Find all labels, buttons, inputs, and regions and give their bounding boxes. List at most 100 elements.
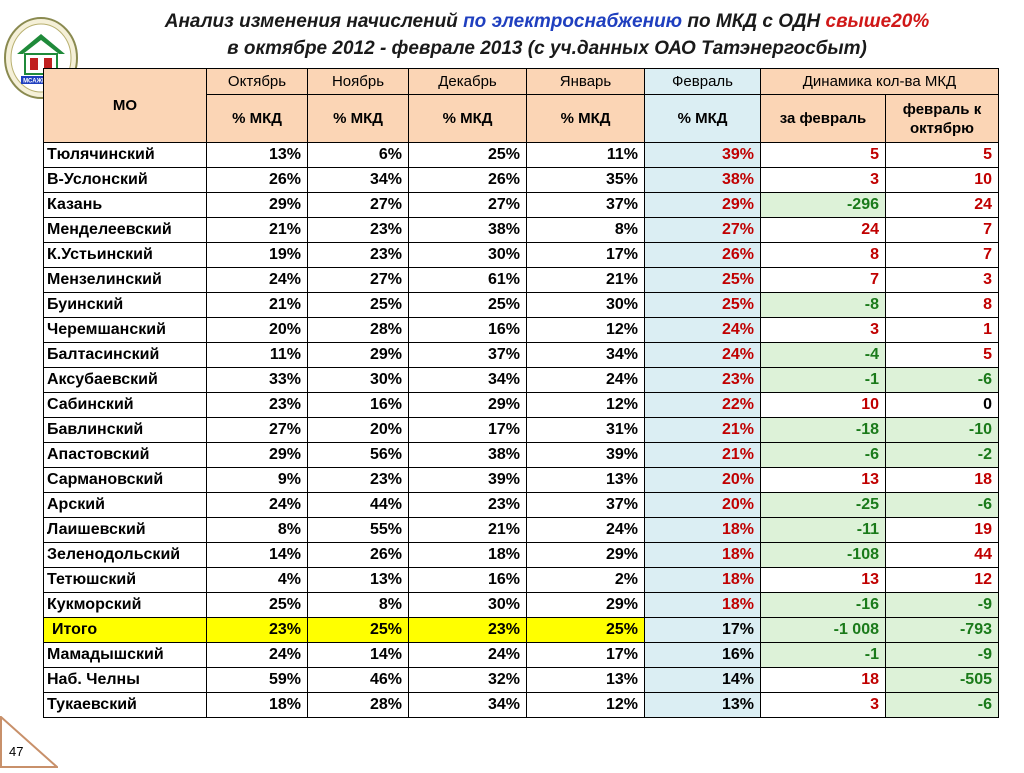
cell-percent: 38% [408,217,527,243]
table-row: Аксубаевский 33% 30% 34% 24% 23% -1 -6 [43,367,999,393]
table-row: Сабинский 23% 16% 29% 12% 22% 10 0 [43,392,999,418]
cell-february: 13% [644,692,761,718]
cell-percent: 25% [206,592,308,618]
cell-dyn-octfeb: 19 [885,517,999,543]
cell-percent: 14% [307,642,409,668]
cell-dyn-feb: -16 [760,592,886,618]
cell-dyn-octfeb: 44 [885,542,999,568]
cell-february: 27% [644,217,761,243]
cell-february: 21% [644,442,761,468]
cell-percent: 24% [526,517,645,543]
cell-percent: 23% [206,617,308,643]
cell-percent: 28% [307,692,409,718]
cell-percent: 30% [307,367,409,393]
cell-dyn-feb: 3 [760,692,886,718]
cell-percent: 9% [206,467,308,493]
row-name: Аксубаевский [43,367,207,393]
cell-percent: 23% [307,467,409,493]
row-name: Сармановский [43,467,207,493]
cell-percent: 31% [526,417,645,443]
cell-percent: 29% [206,192,308,218]
page-title: Анализ изменения начислений по электросн… [70,8,1024,62]
table-row: Буинский 21% 25% 25% 30% 25% -8 8 [43,292,999,318]
cell-february: 18% [644,542,761,568]
cell-percent: 12% [526,392,645,418]
cell-percent: 34% [526,342,645,368]
table-row: Мамадышский 24% 14% 24% 17% 16% -1 -9 [43,642,999,668]
subheader: % МКД [526,94,645,143]
cell-dyn-feb: -296 [760,192,886,218]
title-part1: Анализ изменения начислений [164,11,464,32]
cell-percent: 29% [526,592,645,618]
table-row: Наб. Челны 59% 46% 32% 13% 14% 18 -505 [43,667,999,693]
cell-percent: 23% [307,217,409,243]
cell-percent: 39% [408,467,527,493]
header-dyn-octfeb: февраль к октябрю [885,94,999,143]
cell-percent: 21% [206,217,308,243]
title-part3: по МКД с ОДН [682,11,826,32]
row-name: К.Устьинский [43,242,207,268]
cell-percent: 26% [206,167,308,193]
row-name: Буинский [43,292,207,318]
total-row: Итого 23% 25% 23% 25% 17% -1 008 -793 [43,617,999,643]
row-name: Апастовский [43,442,207,468]
cell-percent: 19% [206,242,308,268]
cell-percent: 23% [206,392,308,418]
cell-february: 29% [644,192,761,218]
cell-february: 25% [644,267,761,293]
cell-february: 20% [644,492,761,518]
cell-percent: 27% [206,417,308,443]
cell-percent: 12% [526,692,645,718]
cell-percent: 21% [206,292,308,318]
row-name: Арский [43,492,207,518]
cell-dyn-octfeb: -2 [885,442,999,468]
cell-february: 21% [644,417,761,443]
cell-percent: 8% [206,517,308,543]
cell-february: 26% [644,242,761,268]
cell-dyn-octfeb: 7 [885,242,999,268]
cell-february: 16% [644,642,761,668]
cell-percent: 2% [526,567,645,593]
cell-february: 22% [644,392,761,418]
subheader: % МКД [206,94,308,143]
cell-percent: 17% [526,242,645,268]
cell-percent: 21% [526,267,645,293]
cell-percent: 26% [307,542,409,568]
cell-percent: 20% [206,317,308,343]
table-row: Менделеевский 21% 23% 38% 8% 27% 24 7 [43,217,999,243]
cell-dyn-feb: 3 [760,317,886,343]
cell-dyn-feb: -25 [760,492,886,518]
cell-percent: 55% [307,517,409,543]
row-name: Черемшанский [43,317,207,343]
table-row: Балтасинский 11% 29% 37% 34% 24% -4 5 [43,342,999,368]
row-name: Мамадышский [43,642,207,668]
cell-february: 39% [644,142,761,168]
cell-percent: 25% [307,617,409,643]
corner-triangle-icon [0,714,60,768]
cell-february: 17% [644,617,761,643]
table-row: Кукморский 25% 8% 30% 29% 18% -16 -9 [43,592,999,618]
cell-dyn-feb: 8 [760,242,886,268]
cell-percent: 27% [307,192,409,218]
cell-dyn-feb: -108 [760,542,886,568]
cell-percent: 25% [307,292,409,318]
cell-dyn-feb: -8 [760,292,886,318]
cell-percent: 20% [307,417,409,443]
cell-percent: 17% [408,417,527,443]
cell-february: 18% [644,567,761,593]
subheader: % МКД [307,94,409,143]
cell-dyn-octfeb: -6 [885,492,999,518]
cell-percent: 16% [408,567,527,593]
cell-dyn-feb: 13 [760,467,886,493]
cell-percent: 46% [307,667,409,693]
cell-dyn-feb: -11 [760,517,886,543]
cell-dyn-feb: 18 [760,667,886,693]
cell-dyn-feb: 5 [760,142,886,168]
cell-percent: 11% [526,142,645,168]
row-name: Балтасинский [43,342,207,368]
cell-february: 38% [644,167,761,193]
title-part4: свыше20% [825,11,930,32]
data-table: МО Октябрь Ноябрь Декабрь Январь Февраль… [43,68,999,718]
table-row: Сармановский 9% 23% 39% 13% 20% 13 18 [43,467,999,493]
cell-dyn-feb: -18 [760,417,886,443]
